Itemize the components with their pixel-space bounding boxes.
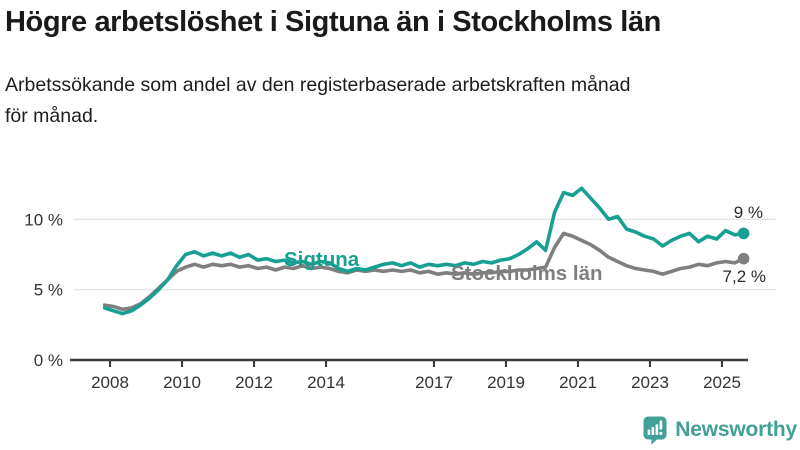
chart-canvas: 2008 2010 2012 2014 2017 2019 2021 2023 2025 0 % 5… — [24, 186, 776, 392]
grid-layer: 2008 2010 2012 2014 2017 2019 2021 2023 2025 0 % 5… — [24, 210, 776, 392]
chart-subtitle: Arbetssökande som andel av den registerb… — [5, 74, 631, 127]
speech-bubble-bar-chart-icon — [643, 416, 667, 445]
end-value-sigtuna: 9 % — [734, 203, 763, 222]
series-label-stockholms-lan: Stockholms län — [451, 262, 603, 285]
end-value-stockholms-lan: 7,2 % — [723, 267, 766, 286]
newsworthy-logo[interactable]: Newsworthy — [643, 413, 797, 447]
x-tick-label: 2008 — [91, 373, 129, 392]
x-tick-label: 2021 — [559, 373, 597, 392]
brand-wordmark: Newsworthy — [675, 418, 797, 441]
x-tick-label: 2017 — [415, 373, 453, 392]
y-tick-label: 0 % — [34, 351, 63, 370]
y-tick-label: 10 % — [24, 210, 63, 229]
end-dot-sigtuna — [737, 227, 750, 240]
x-tick-label: 2014 — [307, 373, 345, 392]
x-tick-label: 2023 — [631, 373, 669, 392]
x-tick-label: 2010 — [163, 373, 201, 392]
page-title: Högre arbetslöshet i Sigtuna än i Stockh… — [5, 6, 661, 38]
unemployment-line-chart: 2008 2010 2012 2014 2017 2019 2021 2023 2025 0 % 5… — [0, 170, 800, 410]
end-dot-stockholms-lan — [737, 252, 750, 265]
y-tick-label: 5 % — [34, 281, 63, 300]
x-tick-label: 2012 — [235, 373, 273, 392]
x-tick-label: 2019 — [487, 373, 525, 392]
series-line-sigtuna — [102, 186, 746, 316]
series-line-stockholms-lan — [102, 231, 746, 312]
x-tick-label: 2025 — [703, 373, 741, 392]
series-layer — [102, 186, 750, 316]
series-label-sigtuna: Sigtuna — [284, 248, 360, 271]
